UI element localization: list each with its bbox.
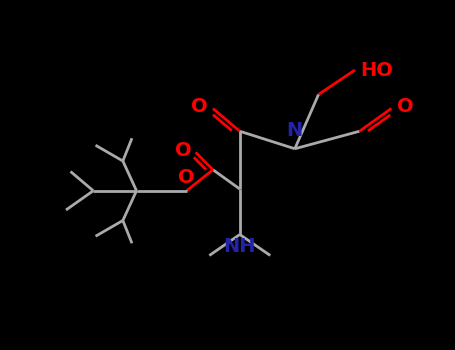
Text: NH: NH xyxy=(223,237,256,256)
Text: O: O xyxy=(397,97,414,116)
Text: O: O xyxy=(175,141,192,160)
Text: O: O xyxy=(191,97,207,116)
Text: HO: HO xyxy=(360,61,393,79)
Text: N: N xyxy=(287,121,303,140)
Text: O: O xyxy=(178,168,195,187)
